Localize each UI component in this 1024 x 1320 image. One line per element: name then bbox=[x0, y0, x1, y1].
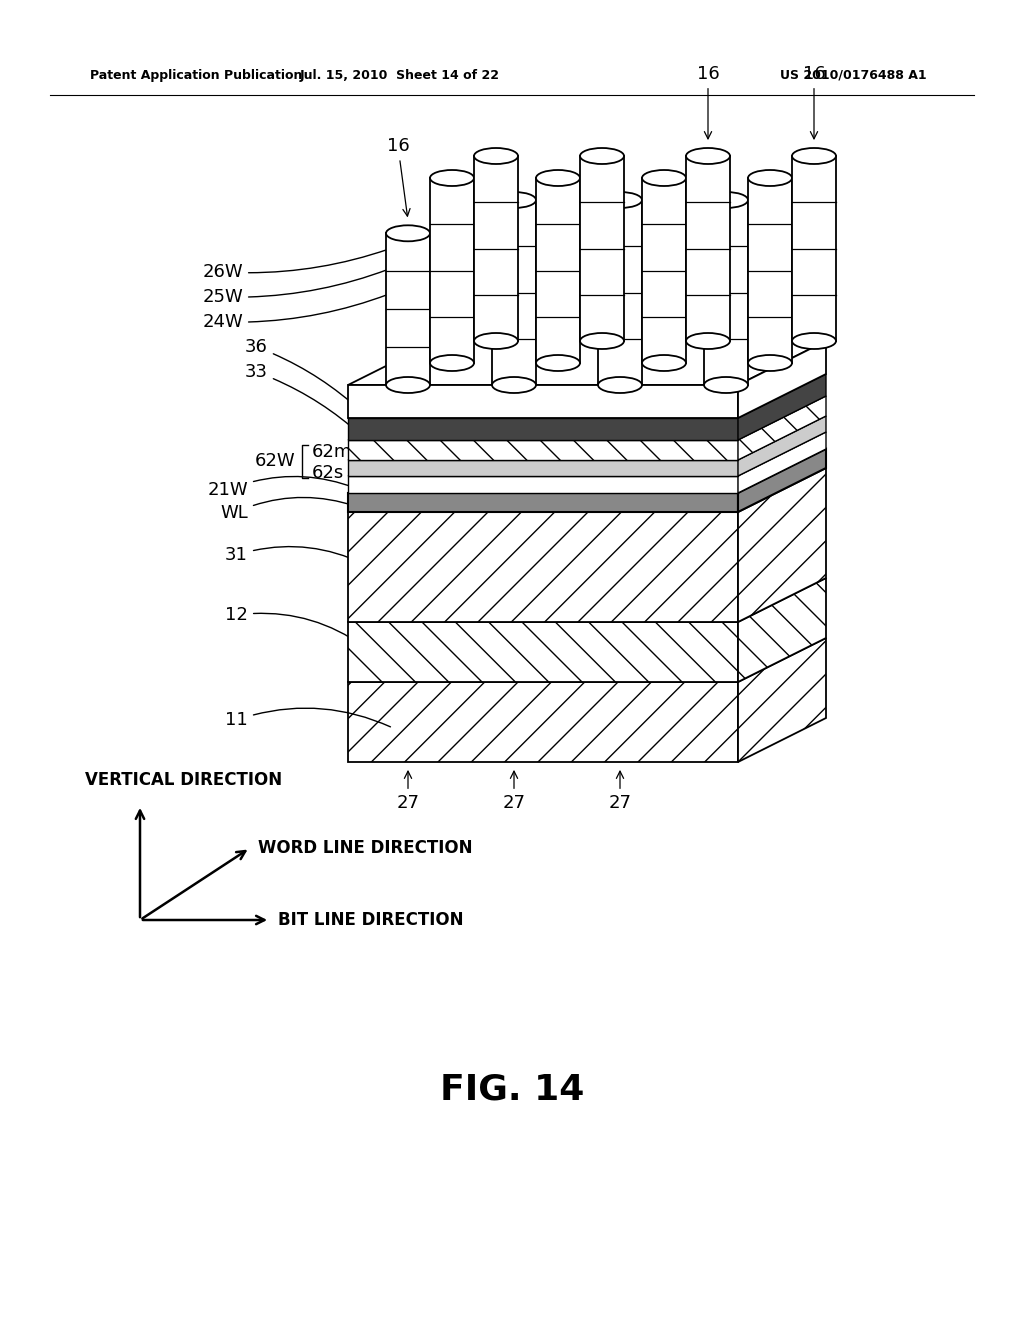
Text: VERTICAL DIRECTION: VERTICAL DIRECTION bbox=[85, 771, 283, 789]
Text: 27: 27 bbox=[608, 771, 632, 812]
Ellipse shape bbox=[598, 378, 642, 393]
Polygon shape bbox=[792, 156, 836, 341]
Polygon shape bbox=[348, 469, 826, 512]
Polygon shape bbox=[598, 201, 642, 385]
Text: 26W: 26W bbox=[203, 249, 388, 281]
Polygon shape bbox=[536, 178, 580, 363]
Polygon shape bbox=[430, 178, 474, 363]
Text: BIT LINE DIRECTION: BIT LINE DIRECTION bbox=[278, 911, 464, 929]
Text: 36: 36 bbox=[245, 338, 361, 411]
Ellipse shape bbox=[748, 355, 792, 371]
Text: Jul. 15, 2010  Sheet 14 of 22: Jul. 15, 2010 Sheet 14 of 22 bbox=[300, 69, 500, 82]
Ellipse shape bbox=[474, 333, 518, 348]
Text: WORD LINE DIRECTION: WORD LINE DIRECTION bbox=[258, 840, 472, 857]
Ellipse shape bbox=[686, 333, 730, 348]
Polygon shape bbox=[580, 156, 624, 341]
Polygon shape bbox=[348, 385, 738, 418]
Text: WL: WL bbox=[220, 498, 355, 521]
Text: 31: 31 bbox=[225, 546, 364, 564]
Polygon shape bbox=[348, 477, 738, 492]
Polygon shape bbox=[348, 440, 738, 459]
Polygon shape bbox=[738, 341, 826, 418]
Text: 33: 33 bbox=[245, 363, 360, 436]
Text: US 2010/0176488 A1: US 2010/0176488 A1 bbox=[780, 69, 927, 82]
Polygon shape bbox=[738, 578, 826, 682]
Ellipse shape bbox=[642, 170, 686, 186]
Ellipse shape bbox=[474, 148, 518, 164]
Polygon shape bbox=[738, 638, 826, 762]
Ellipse shape bbox=[492, 378, 536, 393]
Polygon shape bbox=[348, 578, 826, 622]
Polygon shape bbox=[492, 201, 536, 385]
Text: 27: 27 bbox=[396, 771, 420, 812]
Polygon shape bbox=[348, 512, 738, 622]
Ellipse shape bbox=[598, 191, 642, 209]
Text: 24W: 24W bbox=[203, 294, 388, 331]
Text: 11: 11 bbox=[225, 708, 390, 729]
Text: FIG. 14: FIG. 14 bbox=[440, 1073, 584, 1107]
Polygon shape bbox=[348, 459, 738, 477]
Text: 21W: 21W bbox=[208, 477, 355, 499]
Polygon shape bbox=[738, 416, 826, 477]
Polygon shape bbox=[686, 156, 730, 341]
Ellipse shape bbox=[748, 170, 792, 186]
Polygon shape bbox=[474, 156, 518, 341]
Polygon shape bbox=[705, 201, 748, 385]
Polygon shape bbox=[348, 374, 826, 418]
Ellipse shape bbox=[430, 170, 474, 186]
Text: Patent Application Publication: Patent Application Publication bbox=[90, 69, 302, 82]
Polygon shape bbox=[738, 449, 826, 512]
Polygon shape bbox=[738, 432, 826, 492]
Polygon shape bbox=[348, 682, 738, 762]
Ellipse shape bbox=[386, 378, 430, 393]
Polygon shape bbox=[642, 178, 686, 363]
Text: 25W: 25W bbox=[203, 269, 388, 306]
Ellipse shape bbox=[705, 378, 748, 393]
Ellipse shape bbox=[705, 191, 748, 209]
Ellipse shape bbox=[792, 148, 836, 164]
Polygon shape bbox=[348, 396, 826, 440]
Ellipse shape bbox=[536, 170, 580, 186]
Text: 16: 16 bbox=[696, 65, 720, 139]
Ellipse shape bbox=[686, 148, 730, 164]
Polygon shape bbox=[348, 449, 826, 492]
Polygon shape bbox=[348, 492, 738, 512]
Polygon shape bbox=[348, 418, 738, 440]
Text: 12: 12 bbox=[225, 606, 364, 647]
Polygon shape bbox=[348, 638, 826, 682]
Polygon shape bbox=[738, 374, 826, 440]
Text: 16: 16 bbox=[387, 137, 410, 216]
Polygon shape bbox=[348, 622, 738, 682]
Polygon shape bbox=[348, 341, 826, 385]
Polygon shape bbox=[348, 432, 826, 477]
Polygon shape bbox=[348, 416, 826, 459]
Ellipse shape bbox=[580, 333, 624, 348]
Text: 16: 16 bbox=[803, 65, 825, 139]
Polygon shape bbox=[738, 469, 826, 622]
Ellipse shape bbox=[386, 226, 430, 242]
Ellipse shape bbox=[492, 191, 536, 209]
Ellipse shape bbox=[580, 148, 624, 164]
Text: 62s: 62s bbox=[312, 465, 355, 482]
Polygon shape bbox=[386, 234, 430, 385]
Ellipse shape bbox=[536, 355, 580, 371]
Polygon shape bbox=[748, 178, 792, 363]
Text: 27: 27 bbox=[503, 771, 525, 812]
Text: 62m: 62m bbox=[312, 444, 358, 461]
Text: 62W: 62W bbox=[254, 453, 295, 470]
Polygon shape bbox=[738, 396, 826, 459]
Ellipse shape bbox=[792, 333, 836, 348]
Ellipse shape bbox=[430, 355, 474, 371]
Ellipse shape bbox=[642, 355, 686, 371]
